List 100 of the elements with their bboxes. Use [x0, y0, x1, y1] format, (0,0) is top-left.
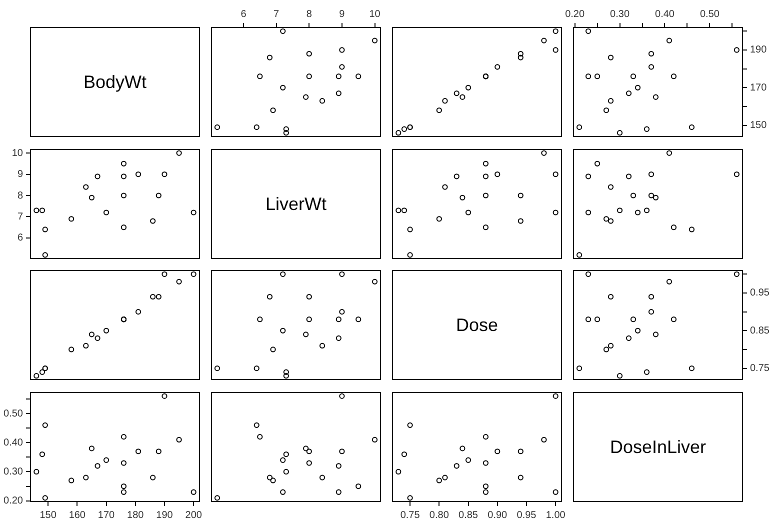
- point: [576, 252, 582, 258]
- point: [94, 335, 100, 341]
- point: [266, 294, 273, 300]
- point: [162, 393, 168, 399]
- x-tick-label: 160: [68, 510, 86, 521]
- point: [339, 393, 345, 399]
- point: [552, 47, 558, 53]
- point: [482, 174, 489, 180]
- point: [454, 463, 460, 469]
- point: [460, 94, 466, 100]
- y-tick-label: 10: [12, 148, 24, 159]
- point: [634, 210, 641, 216]
- point: [176, 150, 182, 156]
- point: [120, 483, 127, 490]
- point: [156, 294, 162, 300]
- point: [83, 474, 89, 480]
- x-tick-label: 200: [185, 510, 202, 521]
- x-tick-label: 0.40: [655, 8, 675, 20]
- point: [68, 346, 74, 352]
- point: [190, 271, 196, 277]
- point: [608, 294, 614, 300]
- point: [454, 90, 460, 96]
- point: [585, 74, 592, 80]
- point: [150, 474, 156, 480]
- point: [94, 174, 100, 180]
- point: [336, 335, 342, 341]
- point: [734, 171, 740, 178]
- point: [135, 171, 142, 178]
- x-tick-label: 8: [306, 8, 312, 20]
- point: [482, 489, 489, 495]
- point: [734, 47, 740, 53]
- point: [436, 107, 442, 114]
- point: [666, 38, 672, 44]
- point: [283, 130, 289, 136]
- point: [156, 192, 162, 198]
- point: [306, 74, 312, 80]
- point: [552, 489, 558, 495]
- point: [306, 50, 312, 57]
- point: [156, 448, 162, 454]
- point: [670, 224, 677, 230]
- point: [306, 460, 312, 466]
- x-tick-label: 0.90: [488, 510, 508, 521]
- point: [630, 192, 636, 198]
- point: [94, 463, 100, 469]
- point: [585, 271, 592, 277]
- point: [552, 171, 558, 178]
- point: [494, 171, 500, 178]
- point: [608, 184, 614, 190]
- point: [103, 457, 110, 463]
- point: [280, 489, 286, 495]
- point: [39, 208, 46, 214]
- point: [630, 74, 636, 80]
- point: [648, 309, 654, 315]
- point: [454, 174, 460, 180]
- point: [666, 278, 672, 284]
- point: [39, 369, 46, 375]
- point: [401, 451, 408, 458]
- point: [280, 28, 286, 34]
- point: [648, 294, 654, 300]
- point: [594, 316, 600, 322]
- point: [42, 422, 48, 428]
- point: [280, 84, 286, 90]
- point: [634, 328, 641, 334]
- point: [518, 192, 524, 198]
- point: [162, 171, 168, 178]
- point: [257, 74, 263, 80]
- x-tick-label: 180: [127, 510, 144, 521]
- y-tick-label: 0.20: [4, 496, 24, 507]
- point: [190, 210, 196, 216]
- point: [396, 468, 402, 475]
- point: [372, 278, 378, 284]
- point: [190, 489, 196, 495]
- x-tick-label: 9: [339, 8, 346, 20]
- point: [407, 495, 413, 501]
- point: [616, 373, 623, 379]
- y-tick-label: 8: [17, 190, 24, 202]
- x-tick-label: 170: [98, 510, 116, 521]
- point: [608, 342, 614, 349]
- point: [594, 160, 600, 166]
- point: [688, 226, 695, 232]
- point: [648, 64, 654, 70]
- point: [280, 457, 286, 463]
- point: [88, 194, 95, 200]
- point: [552, 210, 558, 216]
- point: [83, 184, 89, 190]
- point: [150, 294, 156, 300]
- point: [576, 366, 582, 372]
- point: [585, 28, 592, 34]
- point: [648, 50, 654, 57]
- point: [670, 74, 677, 80]
- point: [339, 271, 345, 277]
- point: [648, 171, 654, 178]
- point: [670, 316, 677, 322]
- point: [270, 478, 276, 484]
- point: [652, 332, 659, 338]
- point: [270, 346, 276, 352]
- point: [103, 210, 110, 216]
- point: [494, 64, 500, 70]
- point: [280, 328, 286, 334]
- point: [120, 160, 127, 166]
